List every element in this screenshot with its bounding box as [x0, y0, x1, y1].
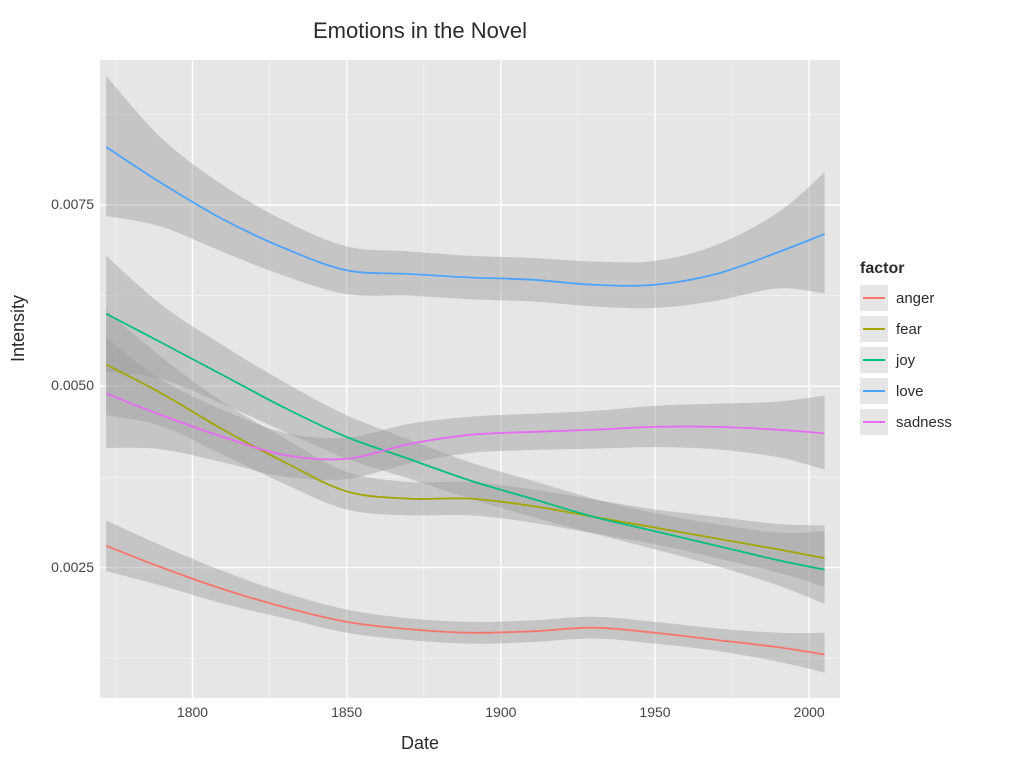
legend-label-joy: joy	[896, 352, 915, 369]
legend-key-love	[860, 378, 888, 404]
x-tick-label: 1900	[481, 704, 521, 720]
x-tick-label: 1950	[635, 704, 675, 720]
x-tick-label: 1850	[327, 704, 367, 720]
legend-item-anger: anger	[860, 284, 1010, 312]
legend-key-sadness	[860, 409, 888, 435]
legend-key-joy	[860, 347, 888, 373]
legend-label-fear: fear	[896, 321, 922, 338]
y-axis-label: Intensity	[8, 295, 29, 362]
legend-label-love: love	[896, 383, 924, 400]
chart-container: Emotions in the Novel Intensity Date fac…	[0, 0, 1024, 768]
x-axis-label: Date	[0, 733, 840, 754]
chart-title: Emotions in the Novel	[0, 18, 840, 44]
legend: factor anger fear joy love sadness	[860, 260, 1010, 439]
x-tick-label: 2000	[789, 704, 829, 720]
y-tick-label: 0.0025	[38, 559, 94, 575]
y-tick-label: 0.0050	[38, 377, 94, 393]
x-tick-label: 1800	[173, 704, 213, 720]
legend-item-love: love	[860, 377, 1010, 405]
legend-title: factor	[860, 260, 1010, 278]
legend-key-anger	[860, 285, 888, 311]
legend-item-sadness: sadness	[860, 408, 1010, 436]
legend-label-sadness: sadness	[896, 414, 952, 431]
legend-key-fear	[860, 316, 888, 342]
plot-panel	[100, 60, 840, 698]
legend-item-fear: fear	[860, 315, 1010, 343]
y-tick-label: 0.0075	[38, 196, 94, 212]
legend-label-anger: anger	[896, 290, 934, 307]
legend-item-joy: joy	[860, 346, 1010, 374]
